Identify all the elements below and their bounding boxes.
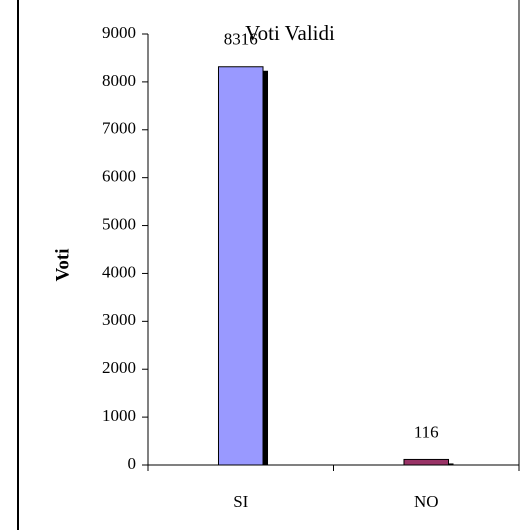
- y-tick-label: 3000: [102, 310, 136, 329]
- y-tick-label: 8000: [102, 71, 136, 90]
- bar: [403, 458, 450, 466]
- data-label: 116: [414, 422, 439, 441]
- y-tick-label: 7000: [102, 119, 136, 138]
- x-tick-label: SI: [233, 492, 248, 511]
- y-axis-label: Voti: [52, 248, 73, 281]
- y-tick-label: 1000: [102, 406, 136, 425]
- x-tick-label: NO: [414, 492, 439, 511]
- y-tick-label: 4000: [102, 262, 136, 281]
- chart-title: Voti Validi: [245, 21, 335, 45]
- y-tick-label: 2000: [102, 358, 136, 377]
- y-tick-label: 9000: [102, 23, 136, 42]
- y-tick-label: 5000: [102, 214, 136, 233]
- bar: [217, 66, 264, 466]
- y-tick-label: 0: [128, 454, 137, 473]
- data-label: 8316: [224, 30, 258, 49]
- y-tick-label: 6000: [102, 167, 136, 186]
